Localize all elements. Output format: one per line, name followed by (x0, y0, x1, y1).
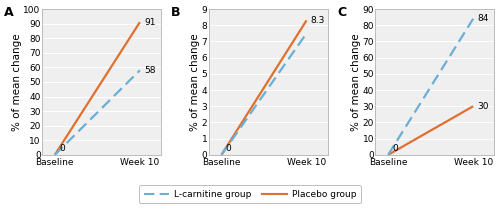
Y-axis label: % of mean change: % of mean change (351, 33, 361, 131)
Text: B: B (170, 6, 180, 19)
Text: C: C (338, 6, 346, 19)
Text: 91: 91 (144, 18, 156, 27)
Legend: L-carnitine group, Placebo group: L-carnitine group, Placebo group (140, 185, 360, 203)
Text: 30: 30 (478, 102, 489, 111)
Text: 8.3: 8.3 (310, 16, 325, 25)
Text: 0: 0 (59, 144, 64, 153)
Text: 0: 0 (226, 144, 232, 153)
Text: A: A (4, 6, 14, 19)
Text: 0: 0 (392, 144, 398, 153)
Text: 58: 58 (144, 66, 156, 75)
Y-axis label: % of mean change: % of mean change (12, 33, 22, 131)
Y-axis label: % of mean change: % of mean change (190, 33, 200, 131)
Text: 84: 84 (478, 14, 488, 23)
